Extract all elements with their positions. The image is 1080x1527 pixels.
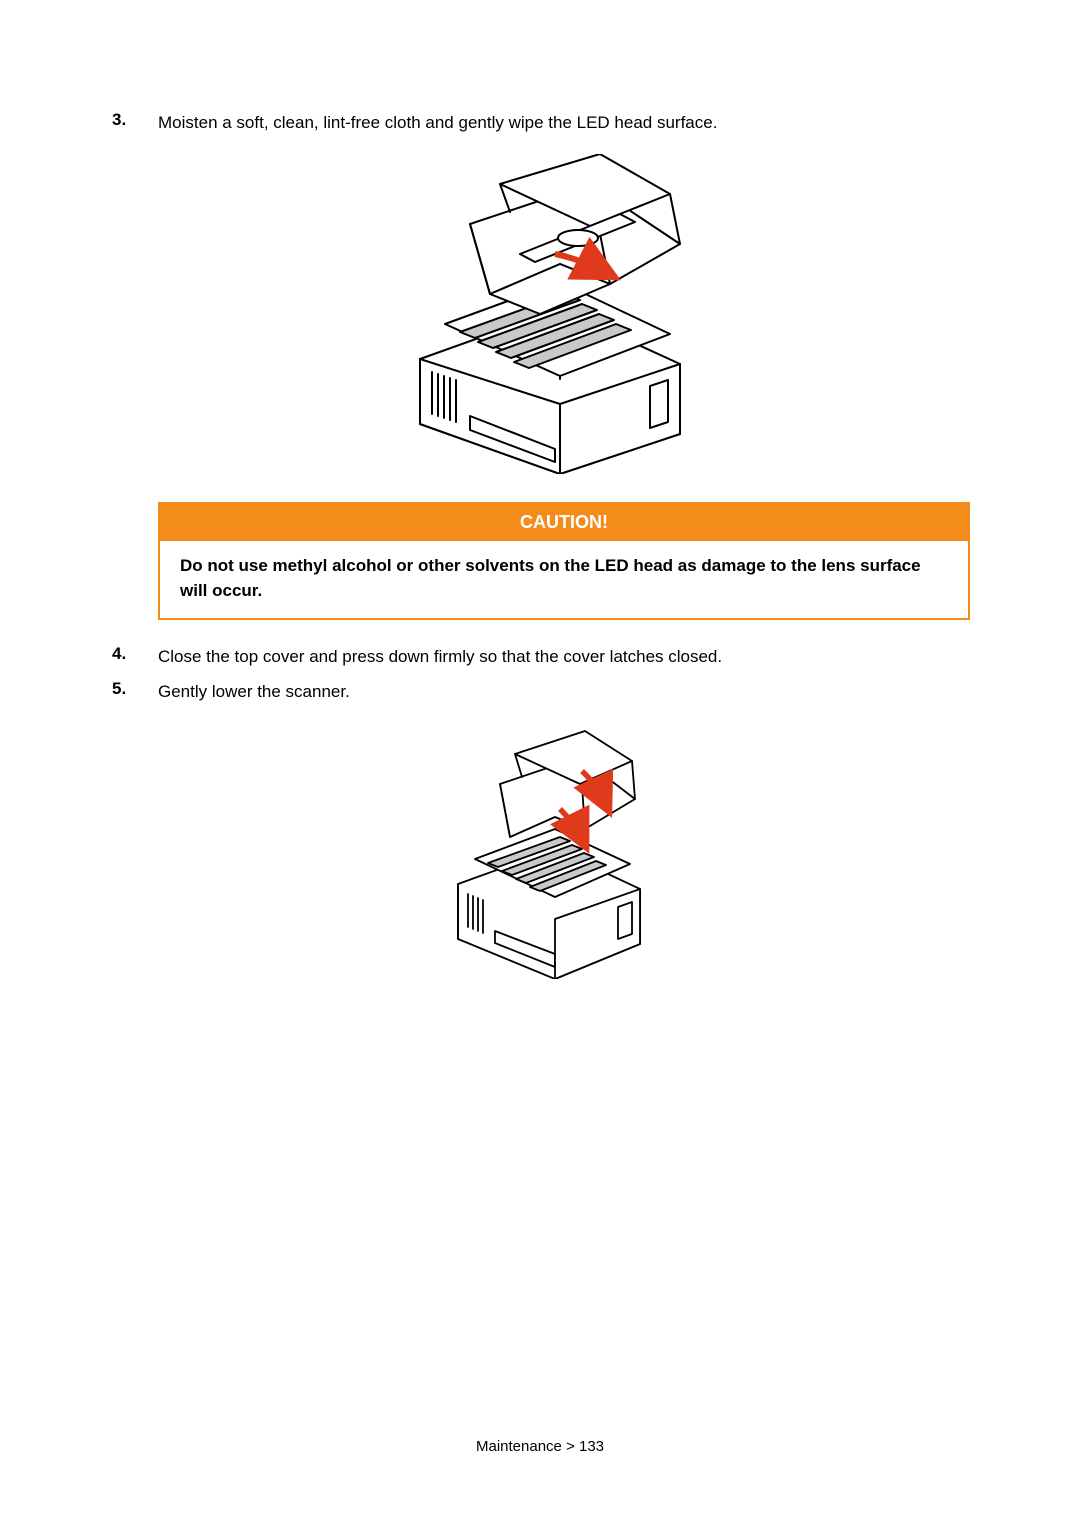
step-3: 3. Moisten a soft, clean, lint-free clot… — [110, 110, 970, 136]
figure-1 — [110, 154, 970, 474]
step-4-text: Close the top cover and press down firml… — [158, 644, 970, 670]
printer-cleaning-illustration — [350, 154, 730, 474]
caution-box: CAUTION! Do not use methyl alcohol or ot… — [158, 502, 970, 620]
step-5: 5. Gently lower the scanner. — [110, 679, 970, 705]
step-5-number: 5. — [110, 679, 158, 699]
page-footer: Maintenance > 133 — [0, 1438, 1080, 1455]
step-4: 4. Close the top cover and press down fi… — [110, 644, 970, 670]
printer-closing-illustration — [410, 729, 670, 979]
step-3-text: Moisten a soft, clean, lint-free cloth a… — [158, 110, 970, 136]
step-4-number: 4. — [110, 644, 158, 664]
step-3-number: 3. — [110, 110, 158, 130]
caution-body: Do not use methyl alcohol or other solve… — [160, 541, 968, 618]
caution-title: CAUTION! — [160, 504, 968, 541]
step-5-text: Gently lower the scanner. — [158, 679, 970, 705]
figure-2 — [110, 723, 970, 979]
